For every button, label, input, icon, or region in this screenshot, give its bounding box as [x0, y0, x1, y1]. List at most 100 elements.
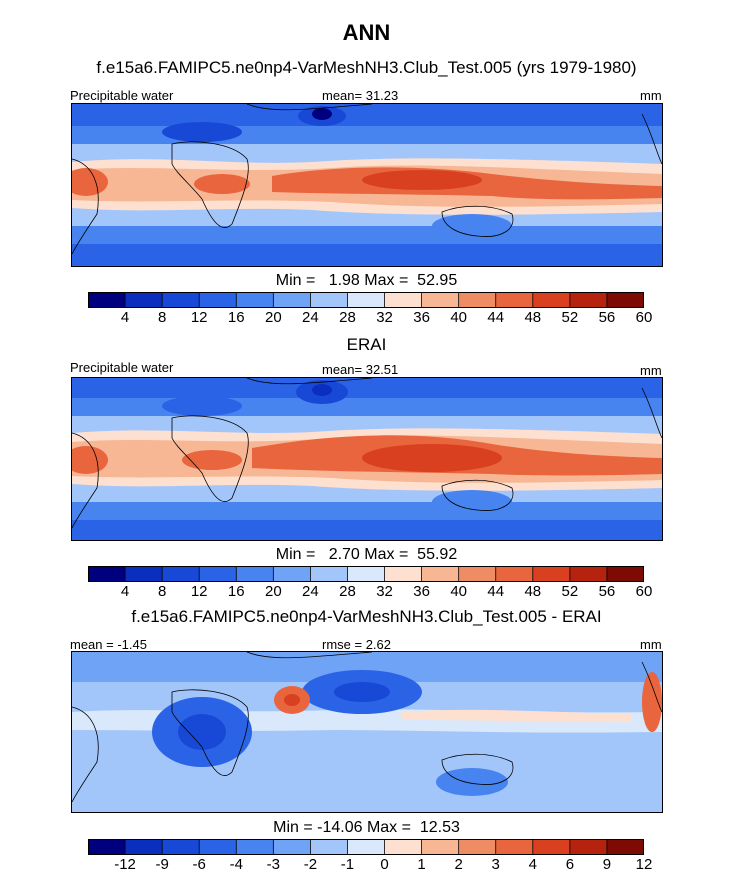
australia-dry — [432, 490, 512, 514]
colorbar-swatch — [606, 839, 644, 855]
colorbar-swatch — [384, 566, 422, 582]
panel1-left-label: Precipitable water — [70, 88, 174, 103]
colorbar-border — [88, 566, 644, 582]
panel2-mean-label: mean= 32.51 — [322, 362, 399, 377]
colorbar-tick-label: 4 — [120, 309, 130, 326]
samerica-outline — [72, 706, 99, 803]
colorbar-swatch — [273, 839, 311, 855]
colorbar-tick-label: 8 — [157, 309, 167, 326]
namerica-outline — [641, 113, 662, 165]
panel3-mean-label: mean = -1.45 — [70, 637, 147, 652]
panel1-colorbar-svg — [88, 292, 644, 308]
colorbar-tick-label: 28 — [339, 583, 356, 600]
panel3-map-svg — [72, 652, 662, 812]
colorbar-tick-label: 36 — [413, 583, 430, 600]
panel2-subtitle: ERAI — [346, 335, 387, 354]
colorbar-tick-label: -3 — [266, 856, 280, 873]
colorbar-tick-label: 9 — [602, 856, 612, 873]
colorbar-swatch — [162, 292, 200, 308]
colorbar-swatch — [384, 839, 422, 855]
panel2-colorbar — [88, 566, 644, 582]
colorbar-swatch — [310, 292, 348, 308]
colorbar-swatch — [236, 839, 274, 855]
panel3-colorbar-ticks: -12 -9 -6 -4 -3 -2 -1 0 1 2 3 4 6 9 12 — [88, 856, 652, 876]
amazon-warm — [72, 446, 108, 474]
colorbar-swatch — [495, 839, 534, 855]
colorbar-tick-label: 1 — [417, 856, 426, 873]
colorbar-swatch — [125, 292, 163, 308]
colorbar-swatch — [125, 839, 163, 855]
panel3-colorbar-svg — [88, 839, 644, 855]
colorbar-swatch — [495, 292, 534, 308]
panel1-colorbar-ticks: 4 8 12 16 20 24 28 32 36 40 44 48 52 56 60 — [88, 309, 652, 329]
colorbar-tick-label: 60 — [635, 583, 653, 600]
sahara-dry — [162, 122, 242, 142]
colorbar-tick-label: 12 — [635, 856, 653, 873]
eurasia-outline — [246, 104, 373, 111]
colorbar-swatch — [88, 566, 126, 582]
colorbar-tick-label: -6 — [192, 856, 206, 873]
colorbar-tick-label: 44 — [487, 583, 505, 600]
namerica-outline — [641, 661, 662, 713]
arabian-wet-core — [284, 694, 300, 706]
colorbar-tick-label: 32 — [376, 309, 393, 326]
colorbar-swatch — [458, 839, 497, 855]
australia-outline — [441, 753, 514, 785]
colorbar-swatch — [347, 839, 385, 855]
colorbar-border — [88, 839, 644, 855]
colorbar-swatch — [162, 839, 200, 855]
colorbar-swatch — [199, 566, 237, 582]
colorbar-swatch — [199, 839, 237, 855]
sahara-dry — [162, 396, 242, 416]
colorbar-tick-label: 4 — [120, 583, 130, 600]
samerica-outline — [72, 158, 99, 255]
colorbar-swatch — [88, 839, 126, 855]
colorbar-swatch — [606, 292, 644, 308]
colorbar-tick-label: 52 — [561, 583, 579, 600]
colorbar-swatch — [532, 566, 571, 582]
colorbar-swatch — [569, 839, 608, 855]
colorbar-swatch — [125, 566, 163, 582]
panel1-colorbar — [88, 292, 644, 308]
panel1-map — [71, 103, 663, 267]
eurasia-outline — [246, 378, 373, 385]
africa-outline — [171, 689, 249, 776]
colorbar-swatch — [458, 566, 497, 582]
colorbar-tick-label: 2 — [454, 856, 463, 873]
colorbar-swatch — [310, 839, 348, 855]
panel2-units-label: mm — [640, 363, 662, 378]
colorbar-tick-label: 44 — [487, 309, 505, 326]
colorbar-swatch — [606, 566, 644, 582]
tibet-core — [312, 384, 332, 396]
panel1-units-label: mm — [640, 88, 662, 103]
panel1-map-svg — [72, 104, 662, 266]
panel2-colorbar-svg — [88, 566, 644, 582]
colorbar-swatch — [532, 292, 571, 308]
pacific-wet-bias — [402, 709, 632, 722]
colorbar-tick-label: 16 — [227, 309, 245, 326]
colorbar-swatch — [421, 292, 459, 308]
africa-warm — [194, 174, 250, 194]
africa-dry-core — [178, 714, 226, 750]
colorbar-tick-label: 3 — [491, 856, 500, 873]
colorbar-swatch — [532, 839, 571, 855]
colorbar-tick-label: 60 — [635, 309, 653, 326]
africa-outline — [171, 415, 249, 502]
samerica-outline — [72, 432, 99, 529]
australia-outline — [441, 205, 514, 237]
colorbar-swatch — [310, 566, 348, 582]
australia-outline — [441, 479, 514, 511]
colorbar-tick-label: 40 — [450, 309, 467, 326]
amazon-warm — [72, 168, 108, 196]
colorbar-swatch — [273, 292, 311, 308]
colorbar-tick-label: 28 — [339, 309, 356, 326]
colorbar-tick-label: -4 — [229, 856, 243, 873]
colorbar-swatch — [458, 292, 497, 308]
colorbar-swatch — [273, 566, 311, 582]
africa-warm — [182, 450, 242, 470]
panel2-left-label: Precipitable water — [70, 360, 174, 375]
panel3-colorbar — [88, 839, 644, 855]
colorbar-tick-label: 8 — [157, 583, 167, 600]
colorbar-tick-label: 48 — [524, 583, 542, 600]
panel2-map-svg — [72, 378, 662, 540]
